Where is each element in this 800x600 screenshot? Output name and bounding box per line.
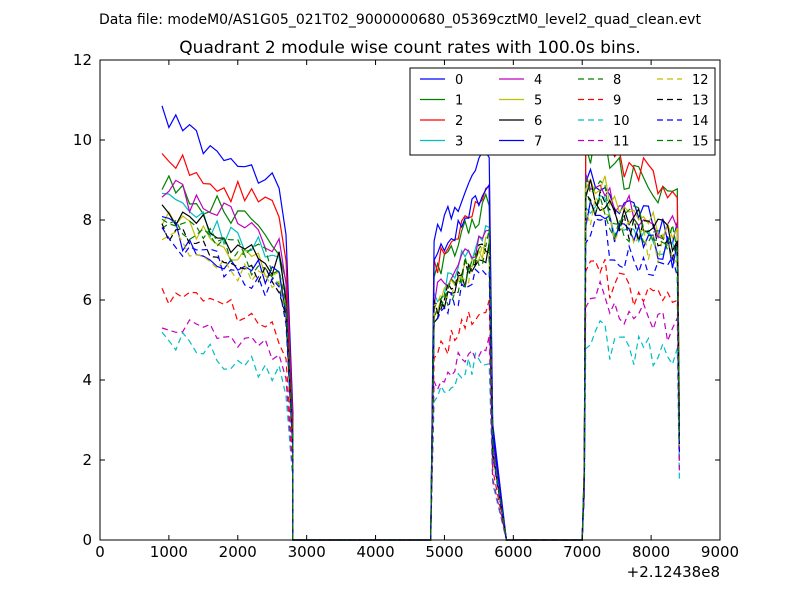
x-tick-label: 6000	[494, 543, 532, 561]
x-tick-label: 1000	[150, 543, 188, 561]
y-tick-label: 4	[82, 371, 92, 389]
series-line-12	[161, 195, 680, 541]
y-tick-label: 2	[82, 451, 92, 469]
legend-label-4: 4	[534, 73, 542, 88]
y-tick-label: 10	[73, 131, 92, 149]
legend-label-14: 14	[692, 114, 709, 129]
legend-label-5: 5	[534, 94, 542, 109]
y-tick-label: 12	[73, 51, 92, 69]
y-tick-label: 0	[82, 531, 92, 549]
legend-label-9: 9	[613, 94, 621, 109]
x-tick-label: 7000	[563, 543, 601, 561]
series-line-1	[161, 132, 680, 541]
x-tick-label: 2000	[219, 543, 257, 561]
series-line-4	[161, 173, 680, 541]
legend-label-7: 7	[534, 135, 542, 150]
legend-label-1: 1	[455, 94, 463, 109]
legend-label-11: 11	[613, 135, 630, 150]
chart-title: Quadrant 2 module wise count rates with …	[179, 38, 640, 58]
series-line-6	[161, 179, 680, 541]
legend-label-8: 8	[613, 73, 621, 88]
legend-label-2: 2	[455, 114, 463, 129]
legend-label-3: 3	[455, 135, 463, 150]
y-tick-label: 6	[82, 291, 92, 309]
x-tick-label: 9000	[701, 543, 739, 561]
series-line-14	[161, 217, 680, 541]
series-line-11	[161, 279, 680, 541]
series-line-9	[161, 258, 680, 541]
legend-label-13: 13	[692, 94, 709, 109]
legend-label-6: 6	[534, 114, 542, 129]
x-tick-label: 4000	[356, 543, 394, 561]
x-tick-label: 5000	[425, 543, 463, 561]
legend-label-15: 15	[692, 135, 709, 150]
x-tick-label: 0	[95, 543, 105, 561]
series-line-2	[161, 127, 680, 541]
axis-ticks: 0 1000 2000 3000 4000 5000 6000 7000 8000 9000 0 2 4…	[73, 51, 739, 561]
chart-suptitle: Data file: modeM0/AS1G05_021T02_90000006…	[99, 12, 701, 28]
series-line-10	[161, 319, 680, 541]
x-tick-label: 8000	[632, 543, 670, 561]
x-offset-label: +2.12438e8	[627, 563, 720, 581]
x-tick-label: 3000	[288, 543, 326, 561]
legend-label-10: 10	[613, 114, 630, 129]
legend-label-0: 0	[455, 73, 463, 88]
legend-box	[409, 67, 716, 156]
legend-label-12: 12	[692, 73, 709, 88]
plot-area	[161, 105, 680, 541]
y-tick-label: 8	[82, 211, 92, 229]
